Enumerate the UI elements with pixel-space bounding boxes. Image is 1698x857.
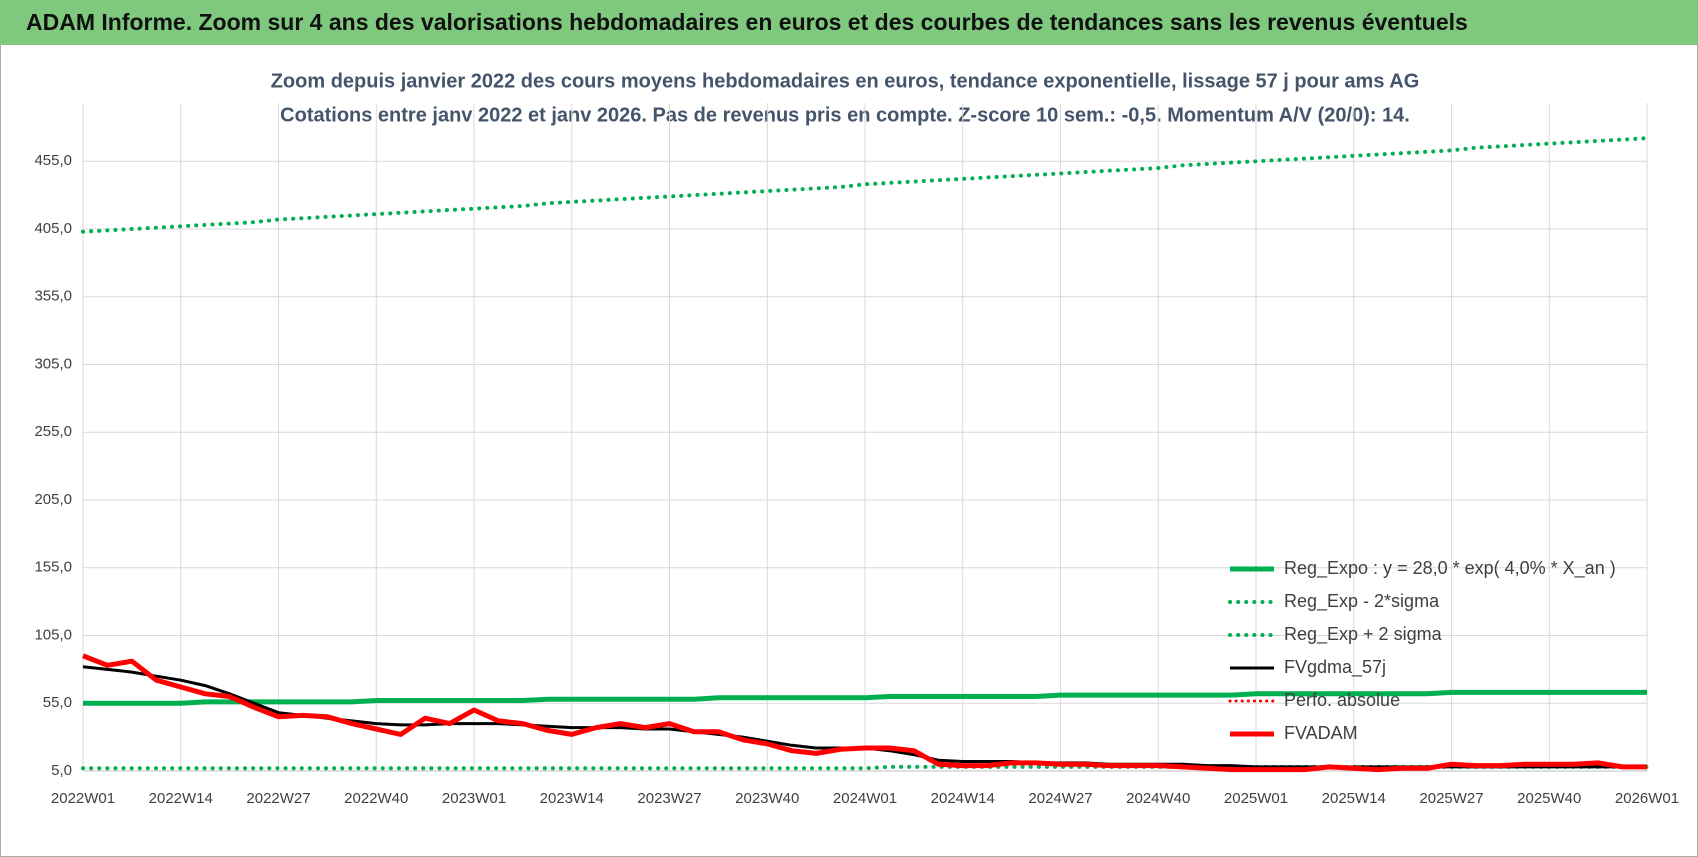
- y-tick-label: 105,0: [34, 626, 72, 643]
- x-tick-label: 2023W01: [442, 790, 506, 807]
- y-tick-label: 305,0: [34, 355, 72, 372]
- x-tick-label: 2024W40: [1126, 790, 1190, 807]
- y-tick-label: 55,0: [43, 694, 72, 711]
- x-tick-label: 2022W01: [51, 790, 115, 807]
- y-tick-label: 255,0: [34, 423, 72, 440]
- x-tick-label: 2023W14: [540, 790, 604, 807]
- x-tick-label: 2024W01: [833, 790, 897, 807]
- x-tick-label: 2022W27: [246, 790, 310, 807]
- header-title: ADAM Informe. Zoom sur 4 ans des valoris…: [26, 9, 1468, 35]
- x-tick-label: 2025W27: [1419, 790, 1483, 807]
- series-line: [82, 653, 1647, 773]
- x-tick-label: 2023W40: [735, 790, 799, 807]
- header-band: [0, 0, 1698, 45]
- x-tick-label: 2025W40: [1517, 790, 1581, 807]
- legend-label: FVADAM: [1284, 723, 1358, 743]
- legend-label: Perfo. absolue: [1284, 690, 1400, 710]
- y-tick-label: 205,0: [34, 491, 72, 508]
- chart-title: Zoom depuis janvier 2022 des cours moyen…: [271, 70, 1420, 92]
- legend-label: Reg_Expo : y = 28,0 * exp( 4,0% * X_an ): [1284, 558, 1616, 579]
- x-tick-label: 2026W01: [1615, 790, 1679, 807]
- x-tick-label: 2022W40: [344, 790, 408, 807]
- y-tick-label: 155,0: [34, 559, 72, 576]
- y-tick-label: 355,0: [34, 288, 72, 305]
- series-line: [81, 136, 1649, 234]
- x-tick-label: 2025W14: [1322, 790, 1386, 807]
- x-tick-label: 2023W27: [637, 790, 701, 807]
- y-tick-label: 455,0: [34, 152, 72, 169]
- series-line: [83, 689, 1647, 706]
- y-tick-label: 405,0: [34, 220, 72, 237]
- chart-subtitle: Cotations entre janv 2022 et janv 2026. …: [280, 104, 1410, 126]
- x-tick-label: 2024W14: [931, 790, 995, 807]
- x-tick-label: 2022W14: [149, 790, 213, 807]
- y-tick-label: 5,0: [51, 762, 72, 779]
- x-tick-label: 2025W01: [1224, 790, 1288, 807]
- legend-label: FVgdma_57j: [1284, 657, 1386, 678]
- legend-label: Reg_Exp + 2 sigma: [1284, 624, 1443, 645]
- x-tick-label: 2024W27: [1028, 790, 1092, 807]
- legend-label: Reg_Exp - 2*sigma: [1284, 591, 1440, 612]
